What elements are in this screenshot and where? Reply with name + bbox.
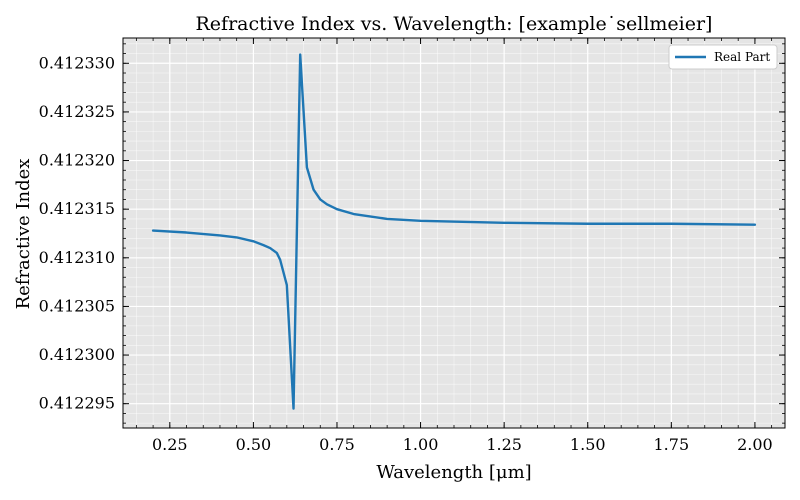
y-tick-label: 0.412300 (39, 345, 115, 364)
y-tick-label: 0.412310 (39, 248, 115, 267)
legend-box (668, 44, 778, 70)
y-tick-label: 0.412305 (39, 296, 115, 315)
y-axis-ticks: 0.412295 0.412300 0.412305 0.412310 0.412315… (39, 43, 785, 424)
major-grid (123, 38, 785, 428)
legend-entry: Real Part (714, 50, 770, 64)
series-line (151, 53, 757, 410)
x-tick-label: 0.75 (319, 435, 355, 454)
x-axis-label: Wavelength [μm] (376, 462, 531, 483)
x-tick-label: 1.25 (486, 435, 522, 454)
y-tick-label: 0.412315 (39, 199, 115, 218)
x-tick-label: 0.50 (236, 435, 272, 454)
chart-title: Refractive Index vs. Wavelength: [exampl… (196, 13, 713, 35)
x-tick-label: 2.00 (737, 435, 773, 454)
y-tick-label: 0.412325 (39, 102, 115, 121)
y-axis-label: Refractive Index (13, 159, 34, 310)
x-tick-label: 1.50 (570, 435, 606, 454)
x-axis-ticks: 0.25 0.50 0.75 1.00 1.25 1.50 1.75 2.00 (135, 38, 773, 454)
x-tick-label: 1.75 (654, 435, 690, 454)
x-tick-label: 1.00 (403, 435, 439, 454)
y-tick-label: 0.412295 (39, 394, 115, 413)
legend: Real Part (668, 44, 778, 70)
series-layer (151, 53, 757, 410)
x-tick-label: 0.25 (152, 435, 188, 454)
y-tick-label: 0.412330 (39, 53, 115, 72)
y-tick-label: 0.412320 (39, 151, 115, 170)
